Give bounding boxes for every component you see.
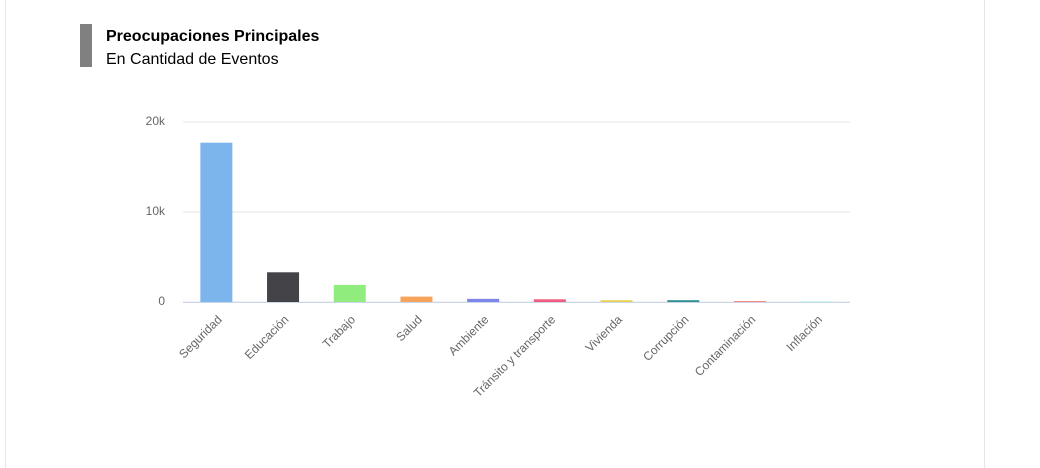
bar	[267, 272, 300, 302]
bar	[333, 284, 366, 302]
chart-title: Preocupaciones Principales	[106, 28, 320, 45]
bar	[667, 300, 700, 302]
y-tick-label: 10k	[146, 204, 166, 218]
bar	[400, 296, 433, 302]
bar	[533, 299, 566, 302]
bar	[600, 300, 633, 302]
title-accent	[80, 24, 92, 67]
y-tick-label: 0	[158, 294, 165, 308]
card	[5, 0, 985, 468]
bar	[467, 298, 500, 302]
bar	[733, 301, 766, 302]
chart-subtitle: En Cantidad de Eventos	[106, 51, 279, 68]
y-tick-label: 20k	[146, 114, 166, 128]
bar	[200, 142, 233, 302]
